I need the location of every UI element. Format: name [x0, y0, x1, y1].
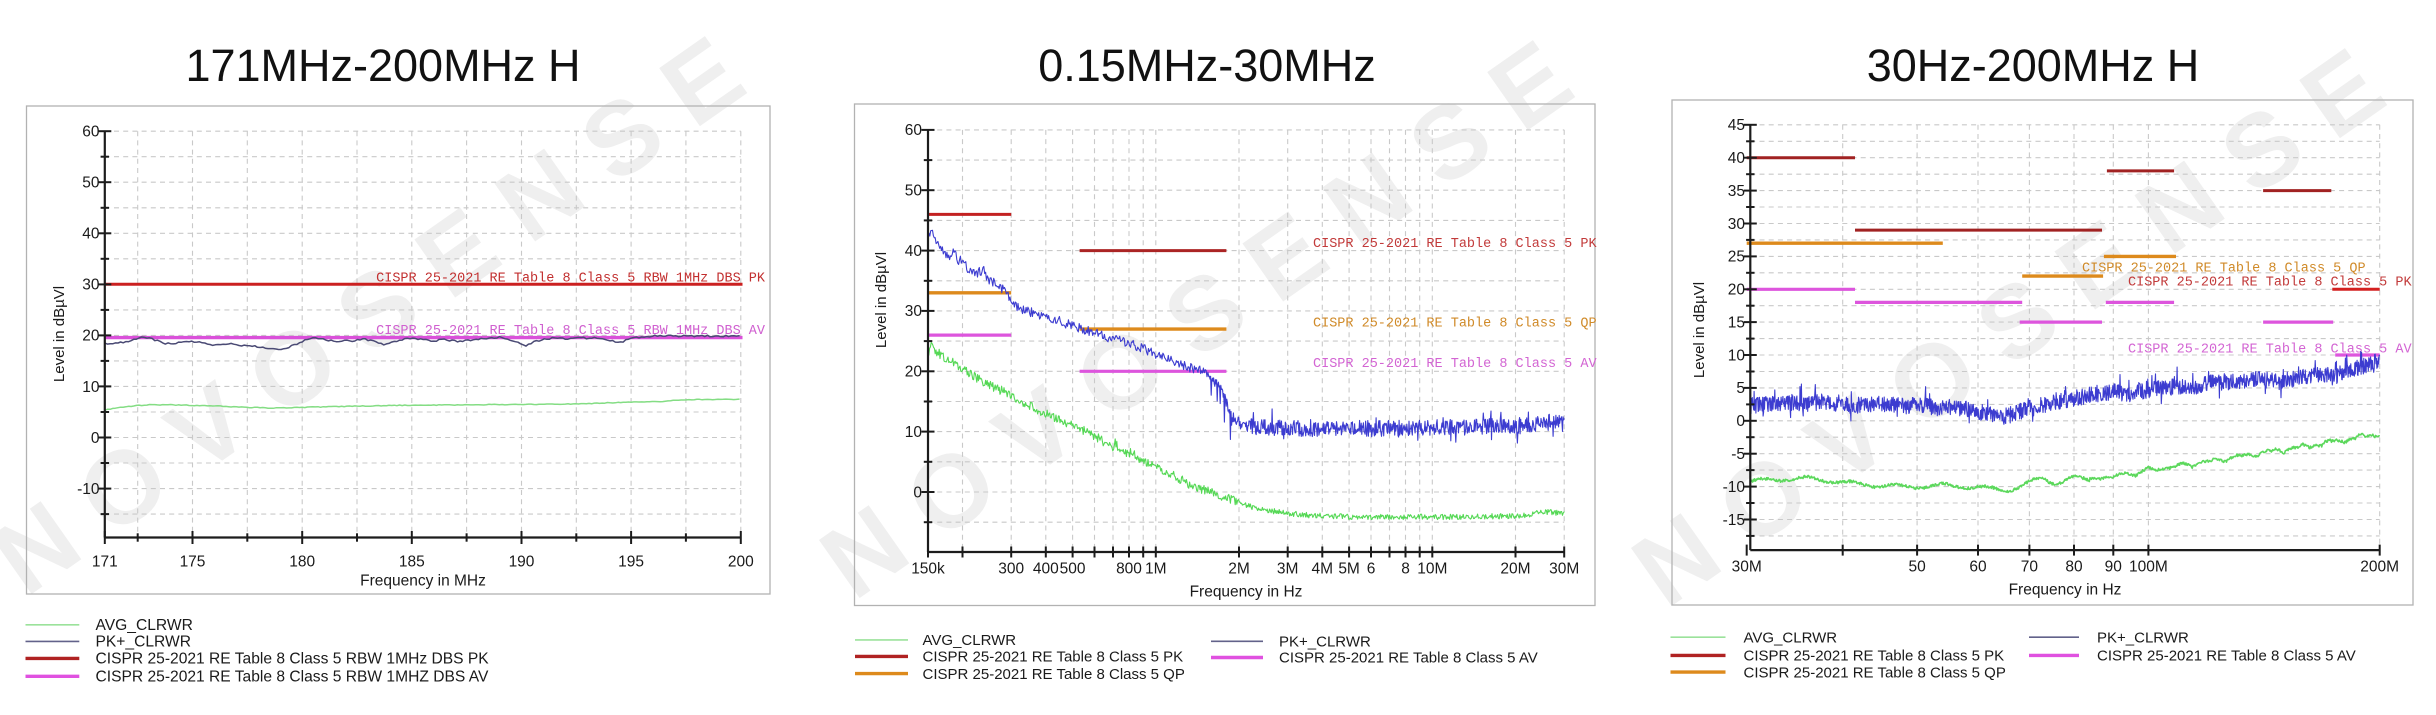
svg-text:200M: 200M	[2360, 559, 2399, 576]
svg-text:0.15MHz-30MHz: 0.15MHz-30MHz	[1038, 40, 1376, 91]
svg-text:2M: 2M	[1228, 561, 1250, 578]
svg-text:CISPR 25-2021 RE Table 8 Class: CISPR 25-2021 RE Table 8 Class 5 RBW 1MH…	[96, 669, 489, 686]
svg-text:70: 70	[2021, 559, 2039, 576]
svg-text:Level in dBµVl: Level in dBµVl	[51, 286, 68, 382]
svg-text:10: 10	[82, 379, 100, 396]
svg-text:CISPR 25-2021 RE Table 8 Class: CISPR 25-2021 RE Table 8 Class 5 AV	[2128, 342, 2412, 357]
svg-text:195: 195	[618, 554, 644, 571]
svg-text:30M: 30M	[1732, 559, 1762, 576]
svg-text:CISPR 25-2021 RE Table 8 Class: CISPR 25-2021 RE Table 8 Class 5 PK	[1744, 648, 2005, 665]
svg-text:3M: 3M	[1277, 561, 1299, 578]
svg-text:100M: 100M	[2129, 559, 2168, 576]
svg-text:4M: 4M	[1312, 561, 1334, 578]
svg-text:PK+_CLRWR: PK+_CLRWR	[2097, 629, 2189, 646]
svg-text:30M: 30M	[1549, 561, 1579, 578]
svg-text:0: 0	[913, 484, 922, 501]
svg-text:50: 50	[82, 175, 100, 192]
svg-text:20: 20	[1728, 282, 1746, 299]
svg-text:50: 50	[905, 183, 923, 200]
svg-text:1M: 1M	[1145, 561, 1167, 578]
svg-text:8: 8	[1401, 561, 1410, 578]
svg-text:90: 90	[2105, 559, 2123, 576]
svg-text:180: 180	[289, 554, 315, 571]
svg-text:AVG_CLRWR: AVG_CLRWR	[96, 617, 193, 634]
svg-text:CISPR 25-2021 RE Table 8 Class: CISPR 25-2021 RE Table 8 Class 5 QP	[923, 666, 1185, 683]
svg-text:175: 175	[180, 554, 206, 571]
svg-text:190: 190	[509, 554, 535, 571]
svg-text:30Hz-200MHz H: 30Hz-200MHz H	[1867, 40, 2200, 91]
svg-text:CISPR 25-2021 RE Table 8 Class: CISPR 25-2021 RE Table 8 Class 5 QP	[1744, 664, 2006, 681]
svg-text:40: 40	[82, 226, 100, 243]
svg-text:60: 60	[82, 124, 100, 141]
svg-text:AVG_CLRWR: AVG_CLRWR	[923, 632, 1017, 649]
svg-text:200: 200	[728, 554, 754, 571]
svg-text:CISPR 25-2021 RE Table 8 Class: CISPR 25-2021 RE Table 8 Class 5 RBW 1MH…	[376, 271, 766, 286]
svg-text:CISPR 25-2021 RE Table 8 Class: CISPR 25-2021 RE Table 8 Class 5 PK	[923, 649, 1184, 666]
svg-text:171MHz-200MHz H: 171MHz-200MHz H	[185, 40, 580, 91]
svg-text:185: 185	[399, 554, 425, 571]
svg-text:PK+_CLRWR: PK+_CLRWR	[96, 634, 191, 651]
svg-text:CISPR 25-2021 RE Table 8 Class: CISPR 25-2021 RE Table 8 Class 5 AV	[2097, 648, 2356, 665]
svg-text:30: 30	[82, 277, 100, 294]
svg-text:5: 5	[1736, 380, 1745, 397]
svg-text:171: 171	[92, 554, 118, 571]
svg-text:5M: 5M	[1338, 561, 1360, 578]
svg-text:CISPR 25-2021 RE Table 8 Class: CISPR 25-2021 RE Table 8 Class 5 RBW 1MH…	[376, 324, 766, 339]
svg-text:Frequency in Hz: Frequency in Hz	[1190, 584, 1303, 601]
svg-text:-5: -5	[1731, 446, 1745, 463]
svg-text:AVG_CLRWR: AVG_CLRWR	[1744, 629, 1838, 646]
svg-text:45: 45	[1728, 117, 1745, 134]
svg-text:-10: -10	[1723, 479, 1746, 496]
svg-text:CISPR 25-2021 RE Table 8 Class: CISPR 25-2021 RE Table 8 Class 5 AV	[1313, 357, 1597, 372]
svg-text:50: 50	[1908, 559, 1926, 576]
svg-text:0: 0	[91, 430, 100, 447]
svg-text:CISPR 25-2021 RE Table 8 Class: CISPR 25-2021 RE Table 8 Class 5 QP	[1313, 317, 1597, 332]
svg-text:CISPR 25-2021 RE Table 8 Class: CISPR 25-2021 RE Table 8 Class 5 AV	[1279, 650, 1538, 667]
svg-text:30: 30	[905, 303, 923, 320]
svg-text:Level in dBµVl: Level in dBµVl	[873, 252, 890, 348]
svg-text:500: 500	[1060, 561, 1086, 578]
svg-text:0: 0	[1736, 413, 1745, 430]
svg-text:PK+_CLRWR: PK+_CLRWR	[1279, 634, 1371, 651]
svg-text:20M: 20M	[1500, 561, 1530, 578]
svg-text:30: 30	[1728, 216, 1746, 233]
svg-text:25: 25	[1728, 249, 1745, 266]
svg-text:Level in dBµVl: Level in dBµVl	[1691, 282, 1708, 378]
svg-text:20: 20	[82, 328, 100, 345]
svg-text:20: 20	[905, 364, 923, 381]
svg-text:35: 35	[1728, 183, 1745, 200]
svg-text:60: 60	[1969, 559, 1987, 576]
svg-text:400: 400	[1033, 561, 1059, 578]
svg-text:6: 6	[1367, 561, 1376, 578]
svg-text:800: 800	[1116, 561, 1142, 578]
svg-text:Frequency in Hz: Frequency in Hz	[2009, 582, 2122, 599]
svg-text:CISPR 25-2021 RE Table 8 Class: CISPR 25-2021 RE Table 8 Class 5 PK	[1313, 237, 1597, 252]
svg-text:CISPR 25-2021 RE Table 8 Class: CISPR 25-2021 RE Table 8 Class 5 PK	[2128, 276, 2412, 291]
svg-text:-15: -15	[1723, 512, 1745, 529]
svg-text:15: 15	[1728, 314, 1745, 331]
svg-text:Frequency in MHz: Frequency in MHz	[360, 573, 486, 590]
svg-text:CISPR 25-2021 RE Table 8 Class: CISPR 25-2021 RE Table 8 Class 5 QP	[2082, 262, 2366, 277]
svg-text:CISPR 25-2021 RE Table 8 Class: CISPR 25-2021 RE Table 8 Class 5 RBW 1MH…	[96, 651, 490, 668]
svg-text:300: 300	[998, 561, 1024, 578]
svg-text:10M: 10M	[1417, 561, 1447, 578]
svg-text:40: 40	[1728, 150, 1746, 167]
svg-text:10: 10	[905, 424, 923, 441]
svg-text:-10: -10	[77, 481, 100, 498]
svg-text:10: 10	[1728, 347, 1746, 364]
svg-text:NOVOSENSE: NOVOSENSE	[0, 0, 787, 616]
svg-text:150k: 150k	[911, 561, 945, 578]
svg-text:80: 80	[2065, 559, 2083, 576]
svg-text:40: 40	[905, 243, 923, 260]
svg-text:60: 60	[905, 122, 923, 139]
